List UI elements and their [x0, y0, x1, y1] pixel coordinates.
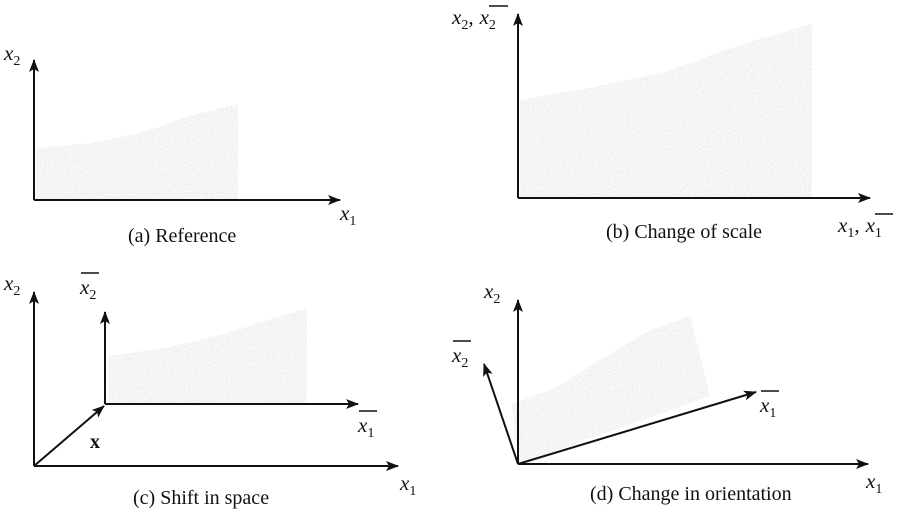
x2-axis-label: x2 — [3, 41, 20, 69]
caption-a: (a) Reference — [128, 225, 236, 247]
shift-vector-label: x — [90, 431, 100, 453]
region-shaded — [36, 104, 238, 200]
shifted-x2-axis-label: x2 — [79, 275, 96, 303]
x1-axis-label: x1 — [399, 471, 416, 499]
rotated-x2-axis-label: x2 — [451, 343, 468, 371]
caption-c: (c) Shift in space — [133, 487, 269, 509]
rotated-x1-axis — [517, 390, 757, 465]
x1-axis-label: x1 — [339, 201, 356, 229]
rotated-x2-axis — [483, 363, 519, 465]
region-shaded-scaled — [520, 24, 812, 198]
shift-vector-arrow — [33, 405, 105, 467]
caption-b: (b) Change of scale — [606, 221, 762, 243]
caption-d: (d) Change in orientation — [590, 483, 792, 505]
rotated-x1-axis-label: x1 — [759, 393, 776, 421]
x1-axis-label: x1, x1 — [837, 213, 882, 241]
panel-b-change-of-scale: x2, x2 x1, x1 (b) Change of scale — [451, 5, 893, 243]
panel-a-reference: x2 x1 (a) Reference — [3, 41, 356, 247]
panel-d-change-in-orientation: x2 x2 x1 x1 (d) Change in orientation — [451, 279, 882, 505]
panel-c-shift-in-space: x x2 x2 x1 x1 (c) Shift in space — [3, 271, 416, 509]
shifted-x1-axis-label: x1 — [357, 413, 374, 441]
x2-axis-label: x2, x2 — [451, 5, 496, 33]
x2-axis-label: x2 — [3, 271, 20, 299]
region-shaded-rotated — [512, 316, 710, 464]
x1-axis-label: x1 — [865, 469, 882, 497]
x2-axis-label: x2 — [483, 279, 500, 307]
region-shaded-shifted — [108, 308, 307, 404]
